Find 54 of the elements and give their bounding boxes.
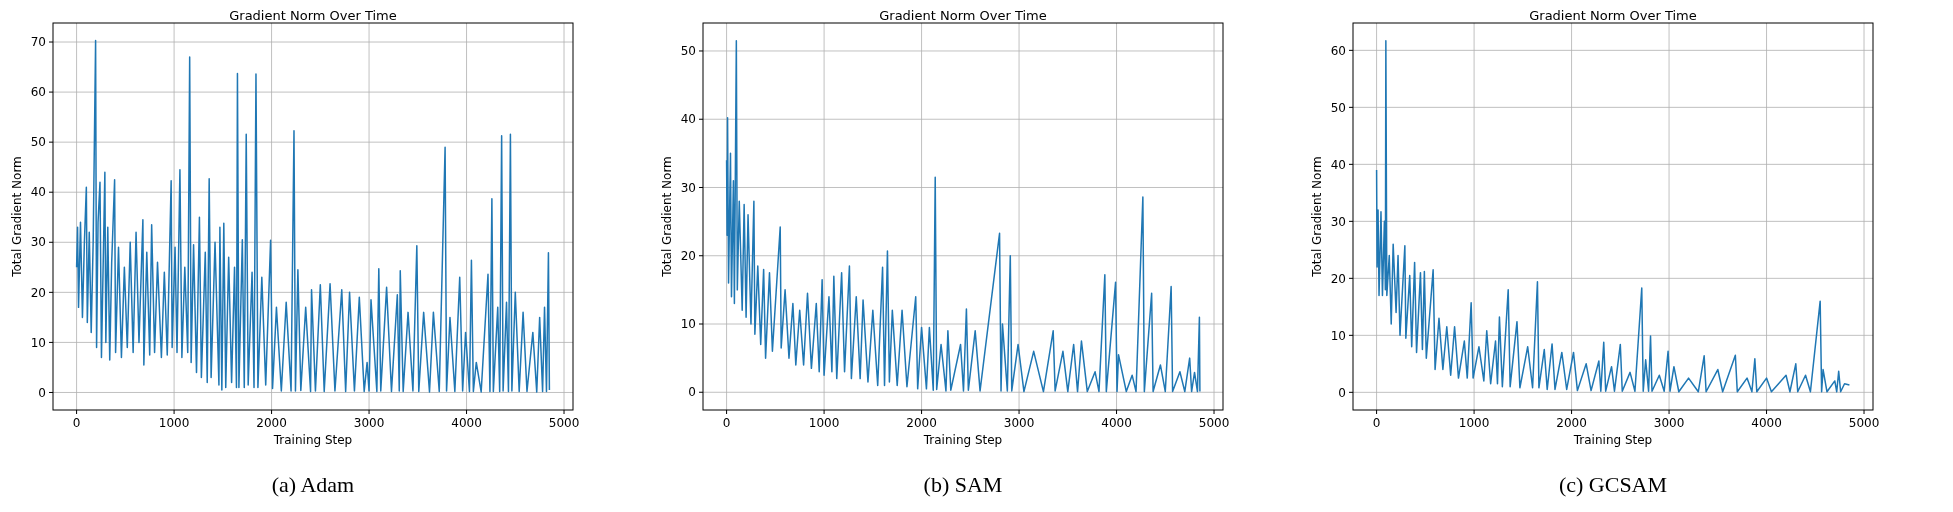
y-tick-label: 20: [1330, 271, 1346, 286]
y-tick-label: 20: [680, 248, 696, 263]
x-tick-label: 1000: [158, 416, 190, 430]
y-tick-label: 40: [680, 112, 696, 127]
text: (c) GCSAM: [1558, 472, 1668, 497]
x-tick-label: 2000: [1556, 416, 1587, 430]
line-series: [75, 39, 551, 393]
x-tick-label: 5000: [1848, 416, 1880, 430]
chart-title: Gradient Norm Over Time: [229, 8, 397, 23]
y-axis-title: Total Gradient Norm: [10, 156, 24, 278]
y-tick-label: 10: [680, 317, 696, 332]
x-tick-label: 3000: [353, 416, 385, 430]
x-tick-label: 4000: [1751, 416, 1782, 430]
y-tick-label: 0: [38, 385, 46, 400]
x-axis-title: Training Step: [1572, 433, 1653, 447]
x-tick-label: 5000: [548, 416, 580, 430]
x-tick-label: 2000: [256, 416, 287, 430]
y-tick-label: 50: [680, 44, 696, 59]
y-tick-label: 30: [30, 235, 46, 250]
y-tick-label: 40: [1330, 157, 1346, 172]
line-series: [725, 40, 1201, 393]
y-tick-label: 30: [680, 180, 696, 195]
x-tick-label: 3000: [1003, 416, 1035, 430]
x-tick-label: 1000: [808, 416, 840, 430]
y-tick-label: 60: [1330, 43, 1346, 58]
x-axis-title: Training Step: [922, 433, 1003, 447]
y-tick-label: 50: [30, 135, 46, 150]
x-axis-title: Training Step: [272, 433, 353, 447]
y-tick-label: 40: [30, 185, 46, 200]
y-tick-label: 30: [1330, 214, 1346, 229]
line-series: [1375, 39, 1851, 393]
y-tick-label: 10: [30, 335, 46, 350]
x-tick-label: 2000: [906, 416, 937, 430]
x-tick-label: 4000: [451, 416, 482, 430]
y-tick-label: 50: [1330, 100, 1346, 115]
chart-title: Gradient Norm Over Time: [1529, 8, 1697, 23]
y-tick-label: 70: [30, 35, 46, 50]
y-tick-label: 0: [1338, 385, 1346, 400]
x-tick-label: 0: [722, 416, 731, 430]
x-tick-label: 4000: [1101, 416, 1132, 430]
text: (b) SAM: [923, 472, 1003, 497]
x-tick-label: 5000: [1198, 416, 1230, 430]
y-tick-label: 10: [1330, 328, 1346, 343]
x-tick-label: 1000: [1458, 416, 1490, 430]
x-tick-label: 0: [1372, 416, 1381, 430]
x-tick-label: 0: [72, 416, 81, 430]
y-tick-label: 20: [30, 285, 46, 300]
y-tick-label: 60: [30, 85, 46, 100]
y-tick-label: 0: [688, 385, 696, 400]
y-axis-title: Total Gradient Norm: [1310, 156, 1324, 278]
text: (a) Adam: [271, 472, 355, 497]
y-axis-title: Total Gradient Norm: [660, 156, 674, 278]
x-tick-label: 3000: [1653, 416, 1685, 430]
chart-title: Gradient Norm Over Time: [879, 8, 1047, 23]
